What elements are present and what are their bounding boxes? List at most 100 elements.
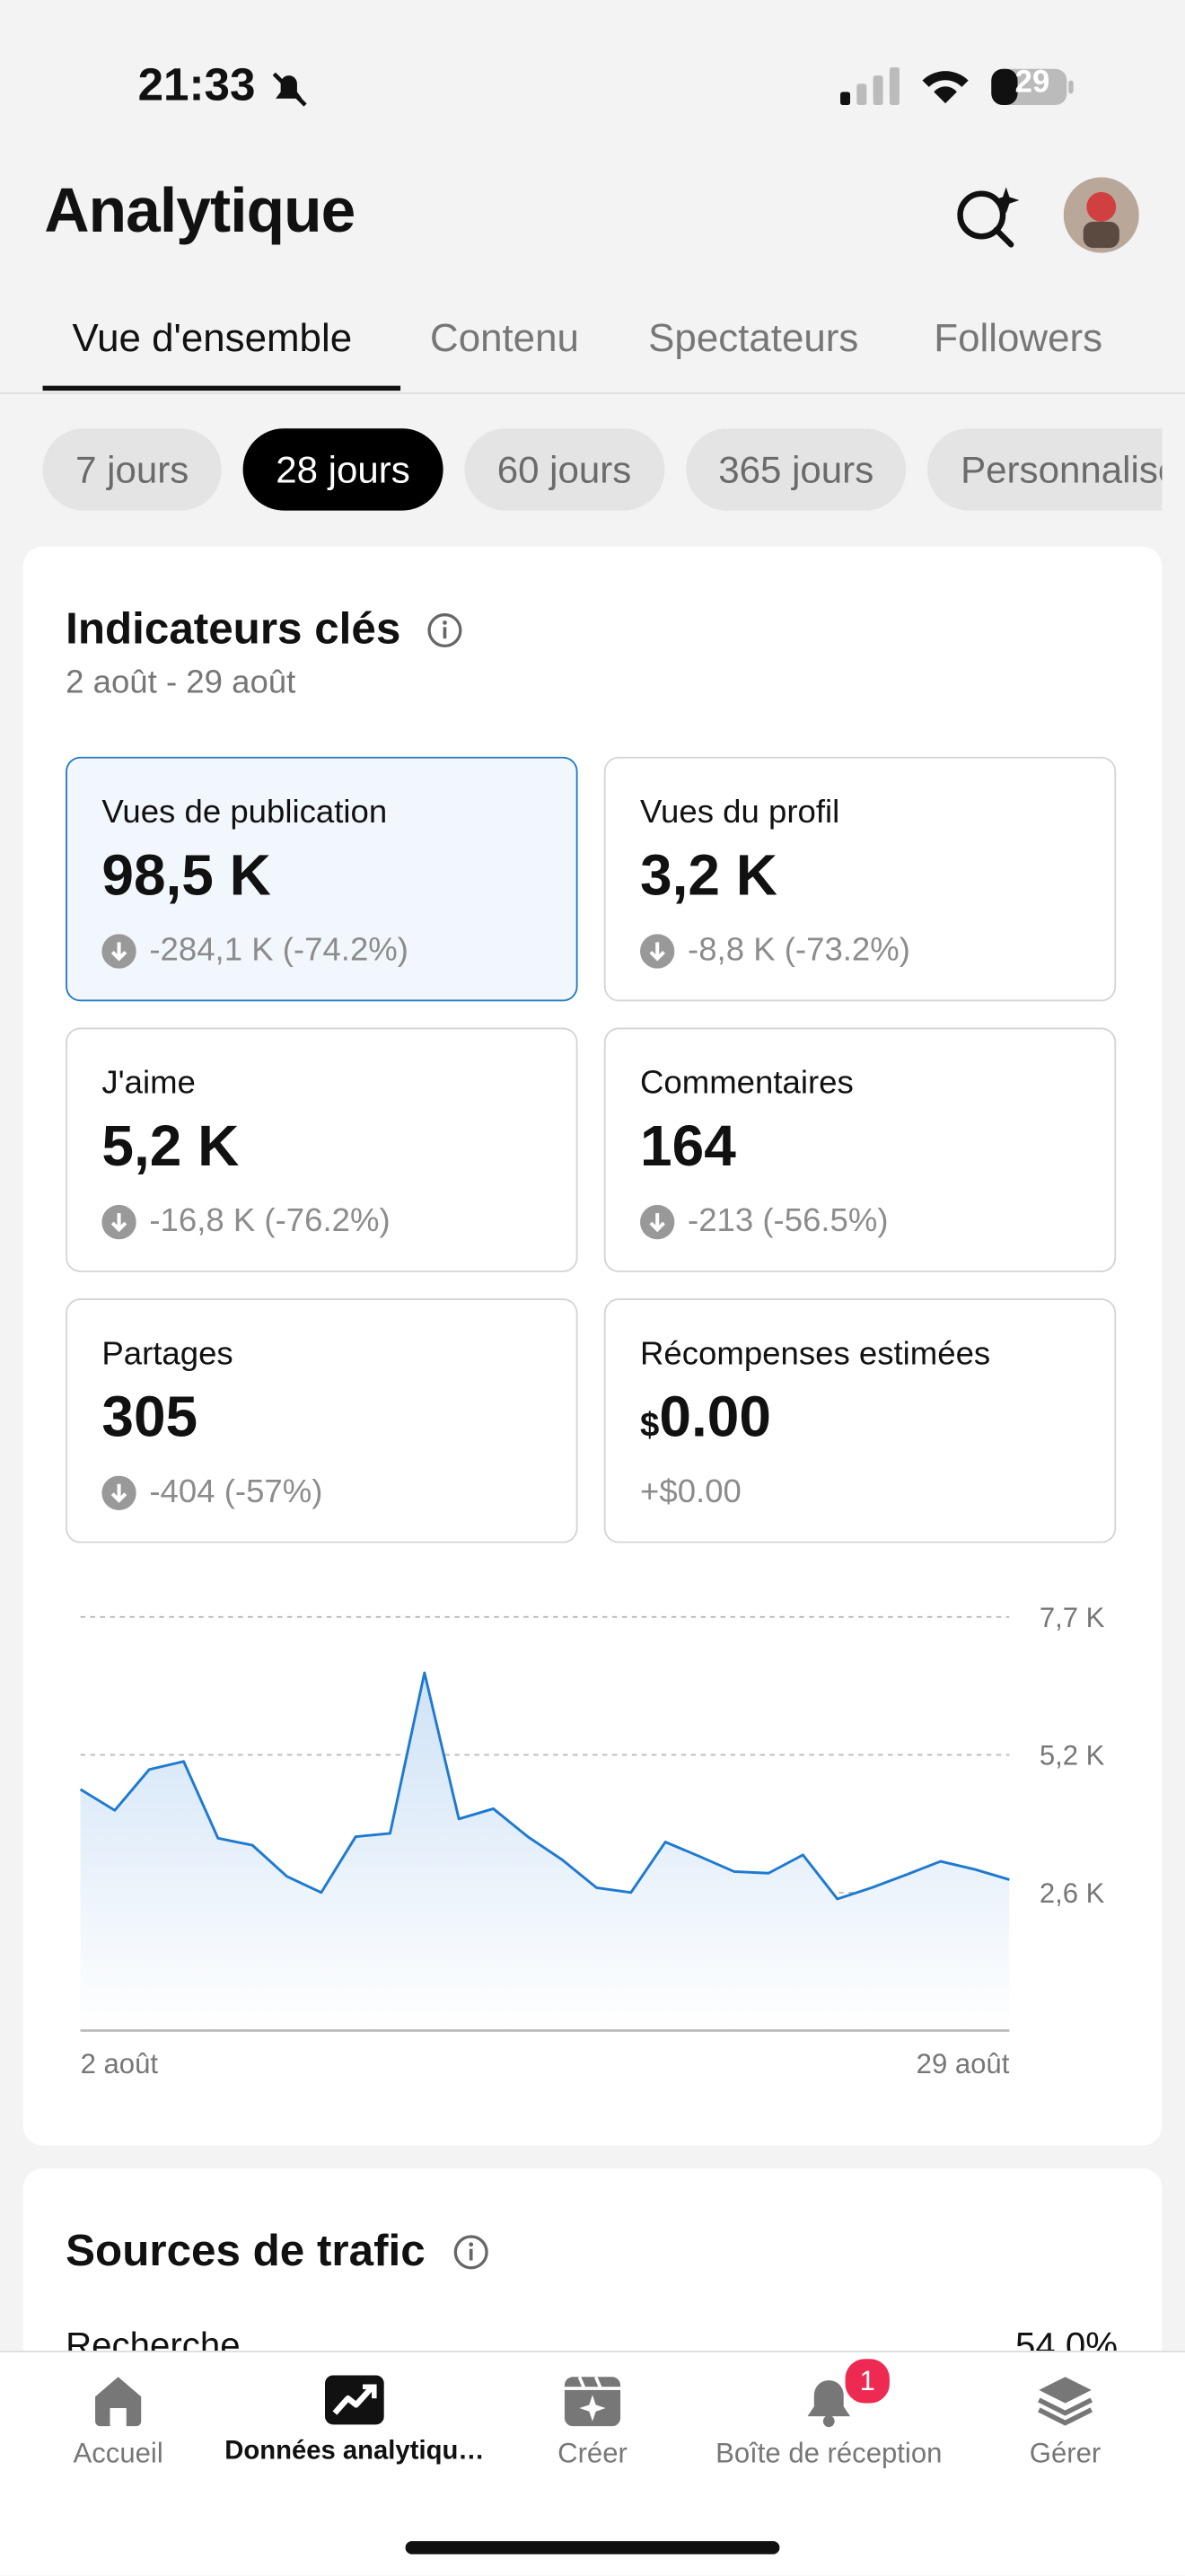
metric-change-row: -16,8 K (-76.2%): [101, 1203, 391, 1241]
home-icon: [95, 2377, 142, 2427]
metric-card[interactable]: Récompenses estimées $0.00 +$0.00: [603, 1298, 1117, 1543]
period-chip[interactable]: Personnalisé: [927, 428, 1163, 511]
notification-badge: 1: [841, 2355, 893, 2407]
tab-indicator: [42, 385, 401, 391]
metric-change-row: -8,8 K (-73.2%): [640, 932, 910, 970]
trend-down-icon: [640, 934, 675, 969]
metric-value: 3,2 K: [640, 843, 777, 909]
metric-change: -213 (-56.5%): [688, 1203, 889, 1240]
section-title: Indicateurs clés: [66, 603, 401, 654]
avatar[interactable]: [1063, 177, 1139, 253]
status-icons: [840, 66, 1074, 106]
date-range: 2 août - 29 août: [66, 664, 296, 701]
metric-card[interactable]: J'aime 5,2 K -16,8 K (-76.2%): [66, 1027, 578, 1272]
y-tick-label: 2,6 K: [1040, 1877, 1105, 1909]
metric-card[interactable]: Vues de publication 98,5 K -284,1 K (-74.2…: [66, 756, 578, 1002]
data-line: [79, 1671, 1010, 1901]
metric-card[interactable]: Partages 305 -404 (-57%): [66, 1298, 578, 1543]
info-icon[interactable]: [453, 2234, 489, 2270]
nav-label: Accueil: [73, 2437, 163, 2469]
tab[interactable]: Vue d'ensemble: [72, 316, 353, 362]
metric-value: 164: [640, 1114, 736, 1179]
metric-label: Commentaires: [640, 1065, 854, 1102]
metric-change-row: -404 (-57%): [101, 1474, 322, 1512]
metric-label: Partages: [101, 1336, 233, 1373]
metric-value-row: 305: [101, 1385, 198, 1451]
period-chip[interactable]: 7 jours: [42, 428, 222, 511]
tab[interactable]: Spectateurs: [648, 316, 859, 362]
battery-level: 29: [1014, 66, 1050, 101]
metric-label: J'aime: [101, 1065, 196, 1102]
divider: [0, 391, 1185, 394]
metric-change: +$0.00: [640, 1473, 742, 1510]
period-chips: 7 jours 28 jours 60 jours 365 jours Personna…: [42, 428, 1163, 514]
info-icon[interactable]: [426, 612, 462, 648]
trend-down-icon: [101, 1475, 136, 1510]
metric-card[interactable]: Commentaires 164 -213 (-56.5%): [603, 1027, 1117, 1272]
icon-arrow: [110, 1483, 127, 1503]
bell-icon: [807, 2379, 851, 2428]
metric-value: 305: [101, 1385, 198, 1450]
nav-inbox[interactable]: Boîte de réception: [698, 2372, 961, 2471]
search-button[interactable]: [952, 184, 1021, 250]
page-title: Analytique: [44, 177, 356, 247]
y-tick-label: 5,2 K: [1040, 1739, 1105, 1771]
nav-label: Créer: [557, 2437, 628, 2469]
nav-create[interactable]: Créer: [461, 2372, 724, 2471]
icon-arrow: [649, 1213, 665, 1233]
metric-change: -284,1 K (-74.2%): [149, 932, 408, 969]
silent-icon: [272, 72, 307, 107]
nav-label: Gérer: [1029, 2437, 1102, 2469]
metric-value-row: 5,2 K: [101, 1114, 239, 1180]
analytics-icon: [324, 2375, 384, 2425]
tab[interactable]: Followers: [934, 316, 1103, 362]
nav-label: Boîte de réception: [715, 2437, 943, 2469]
icon-arrow: [110, 1213, 127, 1233]
metric-change-row: -284,1 K (-74.2%): [101, 932, 408, 970]
metric-value-row: $0.00: [640, 1385, 771, 1451]
tab[interactable]: Contenu: [430, 316, 579, 362]
icon-arrow: [110, 942, 127, 962]
period-chip[interactable]: 60 jours: [464, 428, 664, 511]
trend-down-icon: [101, 934, 136, 969]
y-tick-label: 7,7 K: [1040, 1602, 1105, 1633]
metric-value: 98,5 K: [101, 843, 271, 909]
metric-currency: $: [640, 1406, 660, 1445]
home-indicator: [405, 2541, 780, 2554]
nav-label: Données analytiqu…: [224, 2437, 485, 2466]
section-title: Sources de trafic: [66, 2226, 426, 2275]
nav-home[interactable]: Accueil: [0, 2372, 250, 2471]
period-chip[interactable]: 28 jours: [242, 428, 443, 511]
metric-label: Récompenses estimées: [640, 1336, 991, 1373]
nav-analytics[interactable]: Données analytiqu…: [224, 2372, 487, 2467]
period-chip[interactable]: 365 jours: [685, 428, 907, 511]
x-tick-label: 2 août: [81, 2048, 159, 2079]
metric-change-row: +$0.00: [640, 1474, 742, 1512]
trend-down-icon: [101, 1204, 136, 1240]
metric-change-row: -213 (-56.5%): [640, 1203, 889, 1241]
area-fill: [80, 1673, 1010, 2031]
metric-value: 0.00: [659, 1385, 771, 1450]
x-tick-label: 29 août: [917, 2048, 1010, 2079]
nav-manage[interactable]: Gérer: [934, 2372, 1185, 2471]
metric-label: Vues de publication: [101, 794, 388, 831]
metric-label: Vues du profil: [640, 794, 840, 831]
metric-change: -8,8 K (-73.2%): [688, 932, 910, 969]
create-icon: [564, 2376, 621, 2427]
bottom-nav: Accueil Données analytiqu… Créer Boîte d…: [0, 2351, 1185, 2576]
metric-value-row: 3,2 K: [640, 844, 777, 910]
metric-card[interactable]: Vues du profil 3,2 K -8,8 K (-73.2%): [603, 756, 1117, 1002]
metric-change: -16,8 K (-76.2%): [149, 1203, 391, 1240]
metric-value-row: 164: [640, 1114, 736, 1180]
metric-value: 5,2 K: [101, 1114, 240, 1179]
line-chart: 2,6 K 5,2 K 7,7 K 2 août 29 août: [79, 1602, 1105, 2079]
trend-down-icon: [640, 1204, 675, 1240]
metric-value-row: 98,5 K: [101, 844, 271, 910]
metric-change: -404 (-57%): [149, 1473, 323, 1510]
status-time: 21:33: [137, 58, 256, 110]
layers-icon: [1038, 2377, 1093, 2426]
icon-arrow: [649, 942, 665, 962]
